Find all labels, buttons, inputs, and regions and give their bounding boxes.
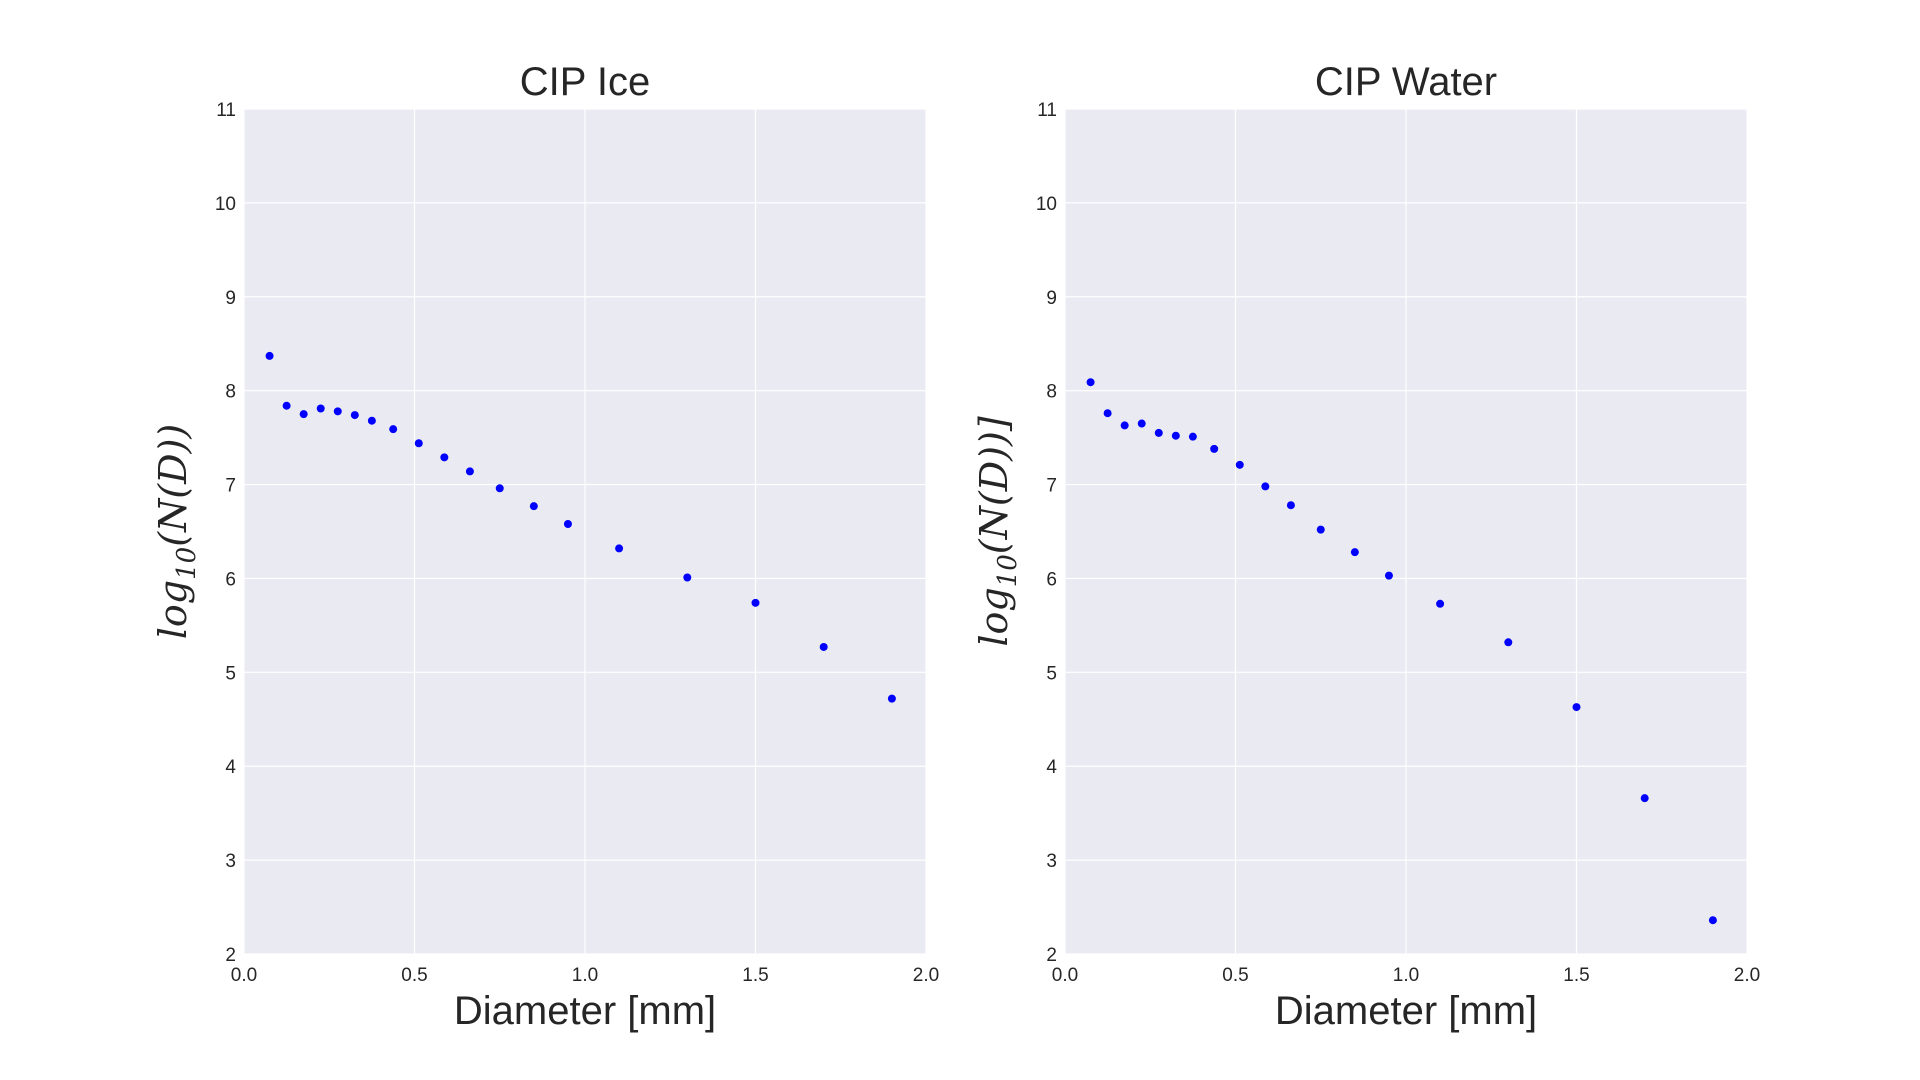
y-tick-label: 7 <box>1046 476 1057 497</box>
y-axis-label-rest: (N(D))] <box>972 416 1016 554</box>
y-tick-label: 5 <box>1046 663 1057 684</box>
x-tick-label: 1.5 <box>1563 965 1589 986</box>
data-point <box>465 467 474 476</box>
x-axis-label: Diameter [mm] <box>454 989 716 1033</box>
data-point <box>350 411 359 420</box>
data-point <box>563 519 572 528</box>
data-point <box>1504 638 1513 647</box>
data-point <box>1286 501 1295 510</box>
x-tick-label: 0.0 <box>1052 965 1078 986</box>
data-point <box>529 502 538 511</box>
y-tick-label: 8 <box>225 382 236 403</box>
x-tick-label: 1.0 <box>572 965 598 986</box>
y-tick-label: 6 <box>225 569 236 590</box>
y-tick-label: 9 <box>225 288 236 309</box>
y-axis-label: log10(N(D)) <box>151 424 202 639</box>
x-tick-label: 2.0 <box>913 965 939 986</box>
y-tick-label: 6 <box>1046 569 1057 590</box>
y-tick-label: 4 <box>1046 757 1057 778</box>
y-tick-label: 11 <box>1037 100 1057 121</box>
data-point <box>751 598 760 607</box>
data-point <box>683 573 692 582</box>
data-point <box>1154 428 1163 437</box>
chart-title: CIP Water <box>1315 60 1497 104</box>
y-tick-label: 10 <box>215 194 236 215</box>
data-point <box>1261 482 1270 491</box>
y-tick-label: 2 <box>225 945 236 966</box>
data-point <box>333 407 342 416</box>
data-point <box>1086 378 1095 387</box>
data-point <box>1436 599 1445 608</box>
data-point <box>1384 571 1393 580</box>
data-point <box>1137 419 1146 428</box>
data-point <box>414 439 423 448</box>
y-axis-label-subscript: 10 <box>172 547 202 580</box>
y-axis-label: log10(N(D))] <box>972 416 1023 646</box>
x-axis-label: Diameter [mm] <box>1275 989 1537 1033</box>
data-point <box>1235 460 1244 469</box>
y-tick-label: 5 <box>225 663 236 684</box>
y-tick-label: 9 <box>1046 288 1057 309</box>
y-tick-label: 4 <box>225 757 236 778</box>
chart-title: CIP Ice <box>520 60 650 104</box>
data-point <box>282 401 291 410</box>
data-point <box>1188 432 1197 441</box>
x-tick-label: 1.0 <box>1393 965 1419 986</box>
y-tick-label: 8 <box>1046 382 1057 403</box>
data-point <box>1103 409 1112 418</box>
y-tick-label: 3 <box>225 851 236 872</box>
y-axis-label-rest: (N(D)) <box>151 424 195 547</box>
data-point <box>1350 548 1359 557</box>
y-tick-label: 10 <box>1036 194 1057 215</box>
x-tick-label: 0.0 <box>231 965 257 986</box>
data-point <box>389 425 398 434</box>
data-point <box>1210 444 1219 453</box>
data-point <box>440 453 449 462</box>
y-axis-label-base: log <box>151 580 195 639</box>
data-point <box>316 404 325 413</box>
data-point <box>887 694 896 703</box>
x-tick-label: 0.5 <box>401 965 427 986</box>
x-tick-label: 0.5 <box>1222 965 1248 986</box>
data-point <box>819 642 828 651</box>
y-tick-label: 11 <box>216 100 236 121</box>
data-point <box>1171 431 1180 440</box>
data-point <box>367 416 376 425</box>
y-axis-label-base: log <box>972 587 1016 646</box>
y-tick-label: 7 <box>225 476 236 497</box>
data-point <box>1120 421 1129 430</box>
x-tick-label: 1.5 <box>742 965 768 986</box>
y-axis-label-subscript: 10 <box>993 554 1023 587</box>
x-tick-label: 2.0 <box>1734 965 1760 986</box>
data-point <box>1572 703 1581 712</box>
data-point <box>299 410 308 419</box>
y-tick-label: 3 <box>1046 851 1057 872</box>
chart-panel-1: 0.0 0.5 1.0 1.5 2.0 2 3 4 5 6 7 8 9 10 11 CIP Ice Diamet… <box>151 60 939 1033</box>
data-point <box>615 544 624 553</box>
data-point <box>1708 916 1717 925</box>
y-tick-label: 2 <box>1046 945 1057 966</box>
chart-panel-2: 0.0 0.5 1.0 1.5 2.0 2 3 4 5 6 7 8 9 10 11 CIP Water Diam… <box>972 60 1760 1033</box>
data-point <box>495 484 504 493</box>
data-point <box>265 351 274 360</box>
data-point <box>1316 525 1325 534</box>
data-point <box>1640 794 1649 803</box>
